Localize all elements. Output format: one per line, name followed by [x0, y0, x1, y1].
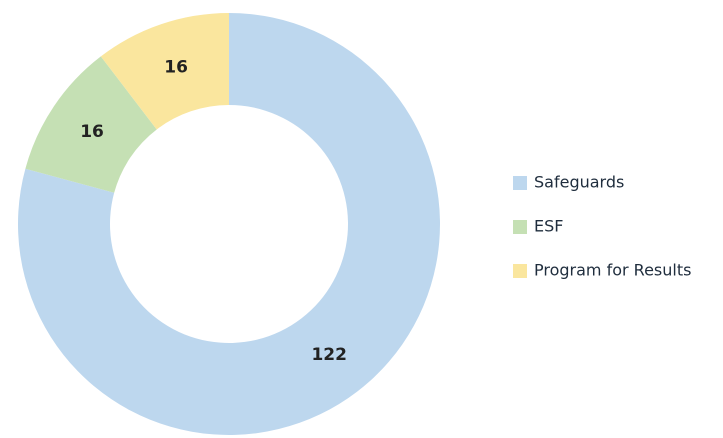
legend-swatch: [513, 176, 527, 190]
data-label: 16: [80, 122, 104, 142]
legend-label: ESF: [534, 217, 563, 236]
donut-slice: [17, 13, 440, 435]
data-label: 16: [164, 58, 188, 78]
legend-swatch: [513, 220, 527, 234]
donut-slice: [100, 12, 230, 130]
donut-slice: [25, 56, 157, 193]
legend-label: Program for Results: [534, 261, 691, 280]
data-label: 122: [311, 345, 347, 365]
legend-label: Safeguards: [534, 173, 624, 192]
legend-swatch: [513, 264, 527, 278]
